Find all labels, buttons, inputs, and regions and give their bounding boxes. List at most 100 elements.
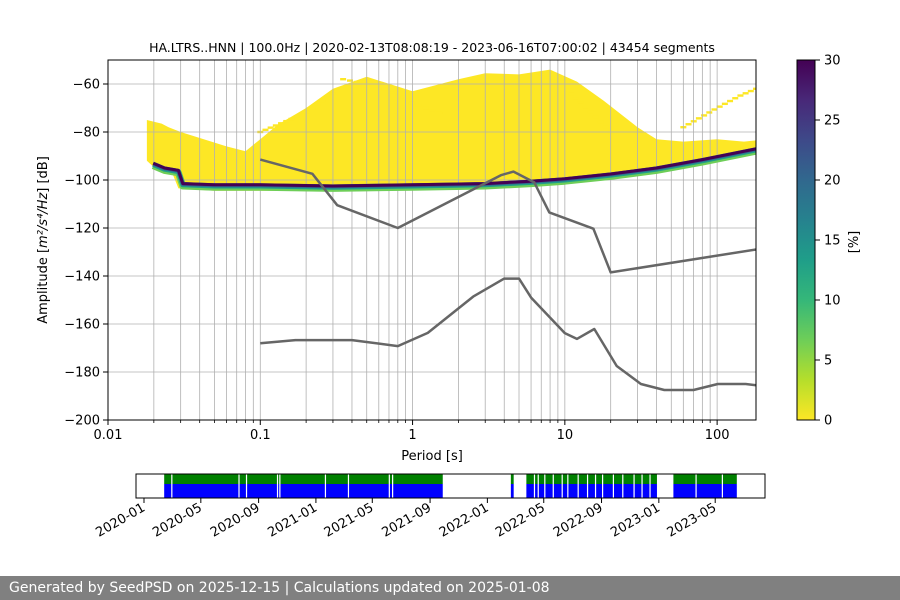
availability-upper-segment [673,474,737,484]
density-cell [347,79,354,82]
density-cell [436,111,443,114]
density-cell [314,103,321,106]
x-tick-label: 0.1 [250,428,271,443]
mode-band [152,147,756,188]
density-cell [360,82,367,85]
high-noise-model-line [259,158,756,274]
y-tick-label: −200 [64,414,100,429]
colorbar-label: [%] [847,231,862,254]
date-tick-label: 2020-05 [150,500,205,540]
density-cell [695,117,702,120]
availability-gap [276,474,279,498]
availability-frame [135,473,766,499]
date-axis-ticks: 2020-01 2020-05 2020-09 2021-01 2021-05 2021-… [93,498,719,541]
density-cell [465,79,472,82]
x-axis-label: Period [s] [401,449,463,464]
density-cell [402,98,409,101]
y-tick-label: −180 [64,366,100,381]
density-cell [548,79,555,82]
availability-gap [324,474,327,498]
availability-gap [721,474,723,498]
availability-gap [649,474,651,498]
density-cell [499,78,506,82]
colorbar [796,59,816,421]
availability-gap [594,474,597,498]
availability-gap [695,474,697,498]
density-cell [288,117,295,121]
x-tick-label: 0.01 [94,428,123,443]
density-cell [324,96,331,99]
density-cell [742,92,749,95]
density-cell [753,87,756,90]
density-cell [303,110,310,114]
density-cell [309,107,316,110]
x-tick-label: 1 [408,428,416,443]
availability-gap [392,474,394,498]
availability-gap [601,474,604,498]
density-cell [572,97,579,100]
availability-gap [633,474,635,498]
density-cell [543,76,550,79]
density-cell [415,104,422,107]
colorbar-tick-label: 25 [824,114,841,129]
availability-upper-segment [510,474,514,484]
date-tick-label: 2020-09 [208,500,263,540]
density-cell [459,80,466,83]
density-cell [592,115,599,119]
availability-gap [533,474,536,498]
colorbar-tick-label: 5 [824,354,832,369]
density-cell [298,113,305,116]
availability-gap [577,474,579,498]
low-noise-model-line [260,277,756,392]
availability-gap [171,474,173,498]
density-cell [563,88,570,92]
chart-title: HA.LTRS..HNN | 100.0Hz | 2020-02-13T08:0… [149,40,715,55]
y-tick-label: −120 [64,222,100,237]
density-cell [262,128,269,132]
density-cell [476,76,483,80]
availability-gap [561,474,563,498]
availability-timeline [164,474,737,498]
density-cell [367,83,374,86]
availability-upper-segment [526,474,657,484]
density-cell [488,76,495,80]
colorbar-tick-label: 15 [824,234,841,249]
y-tick-label: −160 [64,318,100,333]
density-cell [602,125,609,129]
date-tick-label: 2021-05 [322,500,377,540]
availability-gap [586,474,589,498]
colorbar-tick-label: 10 [824,294,841,309]
density-cell [278,122,285,125]
availability-gap [388,474,390,498]
plot-frame [107,59,757,421]
availability-gap [622,474,624,498]
footer-bar: Generated by SeedPSD on 2025-12-15 | Cal… [0,576,900,600]
availability-gap [347,474,350,498]
density-cell [522,85,529,88]
density-cell [340,78,347,81]
density-cell [374,84,381,88]
availability-gap [245,474,248,498]
x-tick-label: 100 [705,428,730,443]
noise-model-layer [259,158,756,392]
density-cell [471,77,478,81]
x-axis-ticks: 0.01 0.1 1 10 100 [94,420,730,443]
date-tick-label: 2022-09 [551,500,606,540]
date-tick-label: 2021-09 [380,500,435,540]
density-cell [711,108,718,111]
psd-heatmap [146,69,756,191]
density-cell [553,82,560,85]
y-axis-label-end: ] [dB] [36,156,51,193]
density-cell [353,80,360,84]
availability-gap [279,474,281,498]
density-cell [267,126,274,129]
density-cell [721,102,728,106]
density-cell [727,99,734,103]
colorbar-tick-label: 0 [824,414,832,429]
y-axis-label-units: m²/s⁴/Hz [36,192,51,248]
x-tick-label: 10 [557,428,574,443]
availability-gap [552,474,554,498]
density-cell [587,110,594,114]
y-tick-label: −80 [73,126,100,141]
density-cell [505,79,512,83]
